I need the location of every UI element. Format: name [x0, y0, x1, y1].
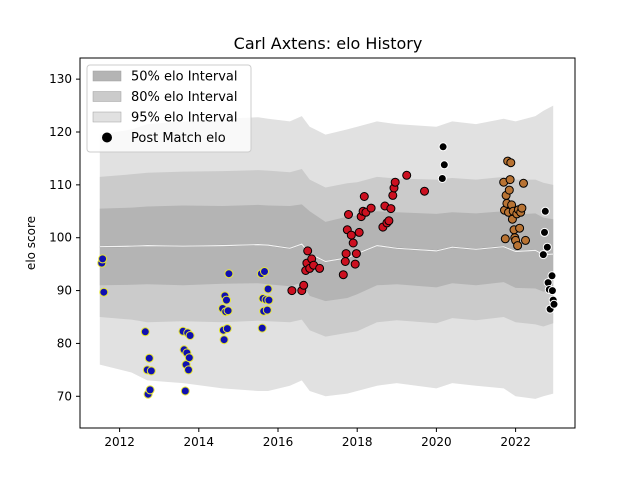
data-point	[140, 327, 150, 337]
data-point	[260, 267, 269, 276]
x-tick-label: 2022	[500, 435, 531, 449]
data-point	[264, 295, 274, 305]
data-point	[180, 386, 190, 396]
y-tick-label: 80	[57, 336, 72, 350]
data-point	[185, 331, 195, 340]
legend-box	[86, 64, 252, 153]
x-tick-label: 2018	[342, 435, 373, 449]
data-point	[315, 263, 325, 273]
y-axis: 70 80 90 100 110 120 130	[49, 72, 80, 403]
data-point	[99, 287, 109, 297]
data-point	[346, 230, 356, 240]
data-point	[519, 178, 528, 188]
data-point	[386, 204, 396, 214]
legend-swatch	[92, 70, 122, 82]
data-point	[344, 210, 353, 219]
y-tick-label: 130	[49, 72, 72, 86]
x-tick-label: 2014	[184, 435, 215, 449]
data-point	[547, 286, 557, 296]
data-point	[299, 280, 309, 290]
data-point	[354, 227, 364, 237]
data-point	[262, 305, 272, 315]
data-point	[505, 175, 515, 185]
data-point	[390, 177, 400, 187]
data-point	[257, 323, 267, 333]
data-point	[348, 238, 358, 248]
x-tick-label: 2012	[104, 435, 135, 449]
data-point	[542, 242, 552, 252]
data-point	[388, 190, 398, 200]
y-tick-label: 70	[57, 389, 72, 403]
legend-label: 50% elo Interval	[131, 70, 238, 85]
data-point	[222, 324, 232, 334]
data-point	[184, 365, 193, 375]
data-point	[402, 170, 412, 180]
data-point	[340, 257, 350, 266]
data-point	[351, 249, 361, 259]
data-point	[224, 269, 234, 279]
data-point	[223, 306, 233, 316]
y-tick-label: 110	[49, 178, 72, 192]
legend-label: 95% elo Interval	[131, 111, 238, 126]
data-point	[145, 385, 155, 395]
data-point	[303, 246, 313, 256]
data-point	[98, 254, 108, 264]
legend: 50% elo Interval 80% elo Interval 95% elo …	[86, 64, 252, 153]
band-50	[99, 204, 554, 302]
data-point	[219, 335, 229, 345]
data-point	[504, 185, 514, 195]
legend-marker	[102, 132, 112, 143]
data-point	[513, 241, 523, 251]
y-axis-label: elo score	[24, 216, 38, 270]
data-point	[540, 227, 549, 237]
data-point	[500, 234, 510, 244]
chart-title: Carl Axtens: elo History	[234, 34, 423, 53]
data-point	[222, 295, 231, 305]
data-point	[144, 353, 154, 363]
data-point	[517, 203, 527, 213]
legend-swatch	[92, 91, 122, 102]
y-tick-label: 100	[49, 231, 72, 245]
data-point	[338, 270, 348, 280]
data-point	[437, 174, 447, 183]
data-point	[359, 192, 369, 201]
legend-swatch	[92, 111, 122, 123]
data-point	[549, 299, 559, 309]
data-point	[439, 160, 449, 170]
x-tick-label: 2016	[263, 435, 294, 449]
data-point	[341, 249, 351, 259]
data-point	[515, 223, 525, 233]
legend-label: Post Match elo	[131, 131, 226, 146]
y-tick-label: 90	[57, 284, 72, 298]
data-point	[263, 284, 273, 294]
plot-area-frame	[79, 57, 576, 429]
data-point	[547, 271, 557, 281]
data-point	[540, 206, 550, 216]
data-point	[506, 158, 516, 168]
data-point	[420, 186, 429, 196]
data-point	[184, 353, 194, 363]
y-tick-label: 120	[49, 125, 72, 139]
data-point	[538, 250, 548, 260]
data-point	[384, 216, 394, 226]
x-tick-label: 2020	[421, 435, 452, 449]
data-point	[438, 142, 448, 152]
data-point	[521, 235, 530, 245]
post-match-points	[97, 142, 559, 399]
data-point	[350, 259, 360, 269]
data-point	[146, 366, 156, 376]
data-point	[287, 286, 297, 296]
x-axis: 2012 2014 2016 2018 2020 2022	[104, 428, 531, 449]
data-point	[366, 203, 376, 213]
legend-label: 80% elo Interval	[131, 90, 238, 105]
